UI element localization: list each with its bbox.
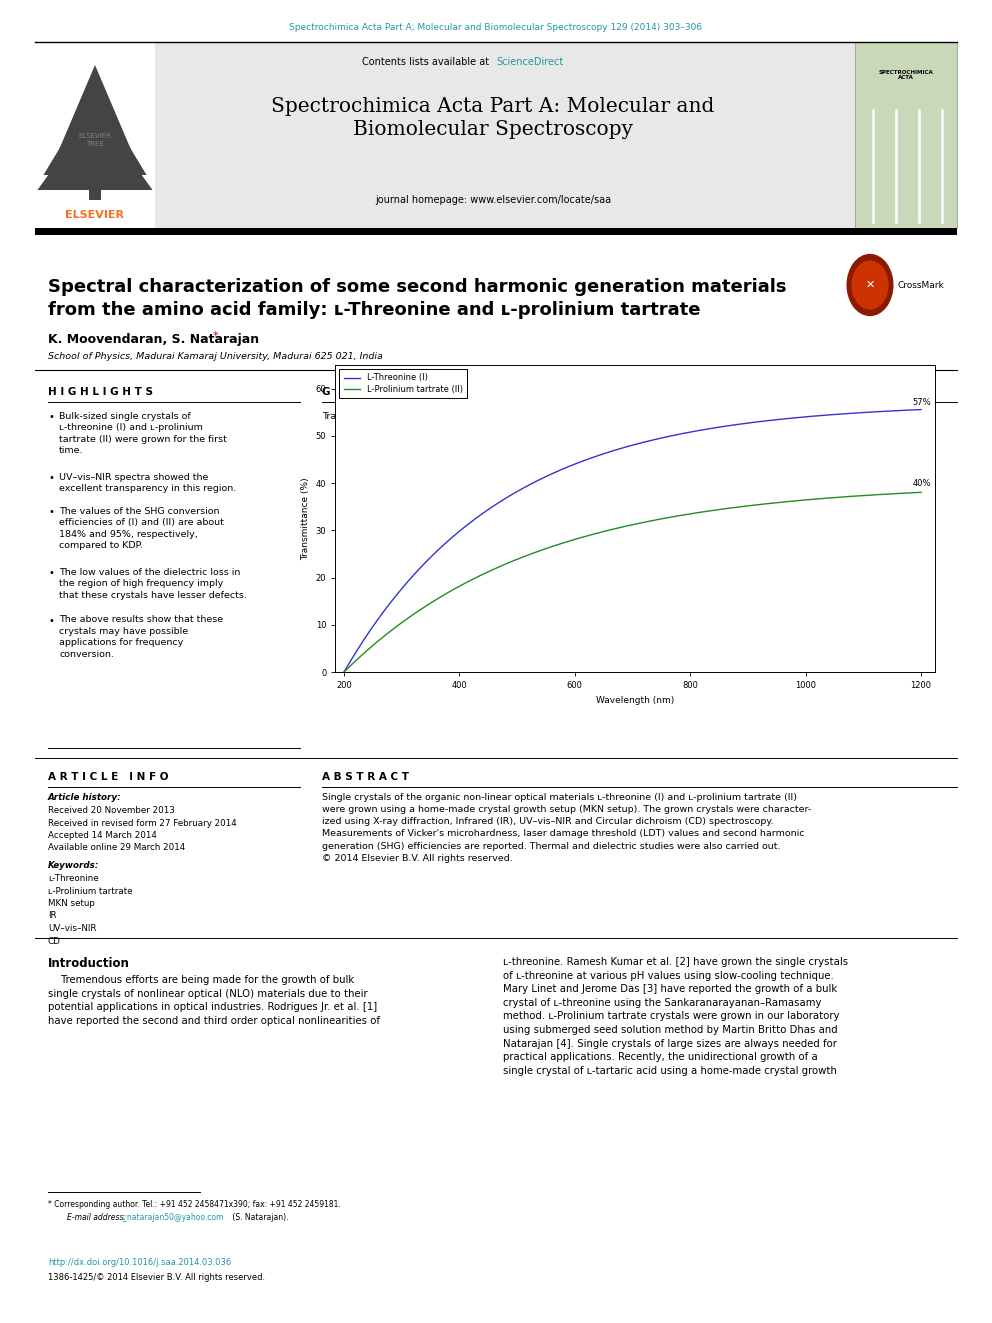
Text: SPECTROCHIMICA
ACTA: SPECTROCHIMICA ACTA [879,70,933,81]
Text: UV–vis–NIR spectra showed the
excellent transparency in this region.: UV–vis–NIR spectra showed the excellent … [59,474,236,493]
Bar [855,42,957,228]
Text: Spectral characterization of some second harmonic generation materials
from the : Spectral characterization of some second… [48,278,787,319]
Text: 40%: 40% [913,479,930,488]
Text: The values of the SHG conversion
efficiencies of (I) and (II) are about
184% and: The values of the SHG conversion efficie… [59,507,224,550]
Circle shape [852,261,888,308]
L-Prolinium tartrate (II) [440,586,452,602]
L-Prolinium tartrate (II) [486,562,498,578]
Text: ʟ-Prolinium tartrate: ʟ-Prolinium tartrate [48,886,133,896]
Bar [35,42,155,228]
Text: Contents lists available at: Contents lists available at [362,57,492,67]
Text: IR: IR [48,912,57,921]
Text: The above results show that these
crystals may have possible
applications for fr: The above results show that these crysta… [59,615,223,659]
Y-axis label: Transmittance (%): Transmittance (%) [302,478,310,560]
Text: CrossMark: CrossMark [897,280,943,290]
Text: Spectrochimica Acta Part A: Molecular and
Biomolecular Spectroscopy: Spectrochimica Acta Part A: Molecular an… [272,97,714,139]
Text: E-mail address:: E-mail address: [67,1213,129,1222]
Text: ʟ-threonine. Ramesh Kumar et al. [2] have grown the single crystals
of ʟ-threoni: ʟ-threonine. Ramesh Kumar et al. [2] hav… [503,957,848,1076]
Bar [35,228,957,235]
Text: ʟ-Threonine: ʟ-Threonine [48,875,98,882]
X-axis label: Wavelength (nm): Wavelength (nm) [596,696,675,705]
Text: ScienceDirect: ScienceDirect [496,57,563,67]
Line: L-Prolinium tartrate (II): L-Prolinium tartrate (II) [344,492,921,672]
Text: MKN setup: MKN setup [48,900,95,908]
Text: * Corresponding author. Tel.: +91 452 2458471x390; fax: +91 452 2459181.: * Corresponding author. Tel.: +91 452 24… [48,1200,340,1209]
Text: •: • [48,411,54,422]
L-Prolinium tartrate (II) [679,507,690,523]
Legend: L-Threonine (I), L-Prolinium tartrate (II): L-Threonine (I), L-Prolinium tartrate (I… [339,369,467,398]
Text: Received in revised form 27 February 2014: Received in revised form 27 February 201… [48,819,237,827]
Text: •: • [48,615,54,626]
Text: 1386-1425/© 2014 Elsevier B.V. All rights reserved.: 1386-1425/© 2014 Elsevier B.V. All right… [48,1273,265,1282]
Text: G R A P H I C A L   A B S T R A C T: G R A P H I C A L A B S T R A C T [322,388,516,397]
Text: Transmission spectra of ʟ-threonine (I) and ʟ-prolinium tartrate (II).: Transmission spectra of ʟ-threonine (I) … [322,411,640,421]
Bar [155,42,855,228]
Text: Tremendous efforts are being made for the growth of bulk
single crystals of nonl: Tremendous efforts are being made for th… [48,975,380,1025]
Text: 57%: 57% [913,398,931,407]
L-Threonine (I) [440,534,452,550]
Line: L-Threonine (I): L-Threonine (I) [344,410,921,672]
L-Threonine (I) [679,425,690,441]
Text: s_natarajan50@yahoo.com: s_natarajan50@yahoo.com [120,1213,224,1222]
Text: journal homepage: www.elsevier.com/locate/saa: journal homepage: www.elsevier.com/locat… [375,194,611,205]
Text: A R T I C L E   I N F O: A R T I C L E I N F O [48,773,169,782]
Text: Available online 29 March 2014: Available online 29 March 2014 [48,844,186,852]
Polygon shape [51,65,140,169]
L-Prolinium tartrate (II) [599,523,611,538]
Text: Article history:: Article history: [48,792,122,802]
Text: K. Moovendaran, S. Natarajan: K. Moovendaran, S. Natarajan [48,333,259,347]
Text: (S. Natarajan).: (S. Natarajan). [230,1213,289,1222]
Text: Keywords:: Keywords: [48,861,99,871]
Polygon shape [44,90,147,175]
Text: Introduction: Introduction [48,957,130,970]
Circle shape [847,254,893,315]
L-Threonine (I) [915,402,927,418]
L-Prolinium tartrate (II) [723,500,735,516]
Text: Received 20 November 2013: Received 20 November 2013 [48,806,175,815]
Text: http://dx.doi.org/10.1016/j.saa.2014.03.036: http://dx.doi.org/10.1016/j.saa.2014.03.… [48,1258,231,1267]
Bar [89,175,101,200]
Text: UV–vis–NIR: UV–vis–NIR [48,923,96,933]
Text: ELSEVIER
TREE: ELSEVIER TREE [78,134,111,147]
L-Threonine (I) [723,418,735,434]
L-Prolinium tartrate (II) [338,664,350,680]
Text: •: • [48,568,54,578]
Text: School of Physics, Madurai Kamaraj University, Madurai 625 021, India: School of Physics, Madurai Kamaraj Unive… [48,352,383,361]
Text: ELSEVIER: ELSEVIER [65,210,125,220]
Text: ✕: ✕ [865,280,875,290]
Text: Spectrochimica Acta Part A; Molecular and Biomolecular Spectroscopy 129 (2014) 3: Spectrochimica Acta Part A; Molecular an… [290,24,702,33]
Text: CD: CD [48,937,61,946]
L-Prolinium tartrate (II) [773,495,785,511]
Text: A B S T R A C T: A B S T R A C T [322,773,409,782]
Text: Single crystals of the organic non-linear optical materials ʟ-threonine (I) and : Single crystals of the organic non-linea… [322,792,811,863]
Text: *: * [213,331,218,341]
Text: •: • [48,474,54,483]
L-Threonine (I) [599,446,611,462]
Text: H I G H L I G H T S: H I G H L I G H T S [48,388,153,397]
L-Threonine (I) [486,499,498,515]
L-Threonine (I) [773,411,785,427]
Text: •: • [48,507,54,517]
Text: The low values of the dielectric loss in
the region of high frequency imply
that: The low values of the dielectric loss in… [59,568,247,599]
L-Prolinium tartrate (II) [915,484,927,500]
Text: Bulk-sized single crystals of
ʟ-threonine (I) and ʟ-prolinium
tartrate (II) were: Bulk-sized single crystals of ʟ-threonin… [59,411,227,455]
L-Threonine (I) [338,664,350,680]
Polygon shape [38,110,153,191]
Text: Accepted 14 March 2014: Accepted 14 March 2014 [48,831,157,840]
